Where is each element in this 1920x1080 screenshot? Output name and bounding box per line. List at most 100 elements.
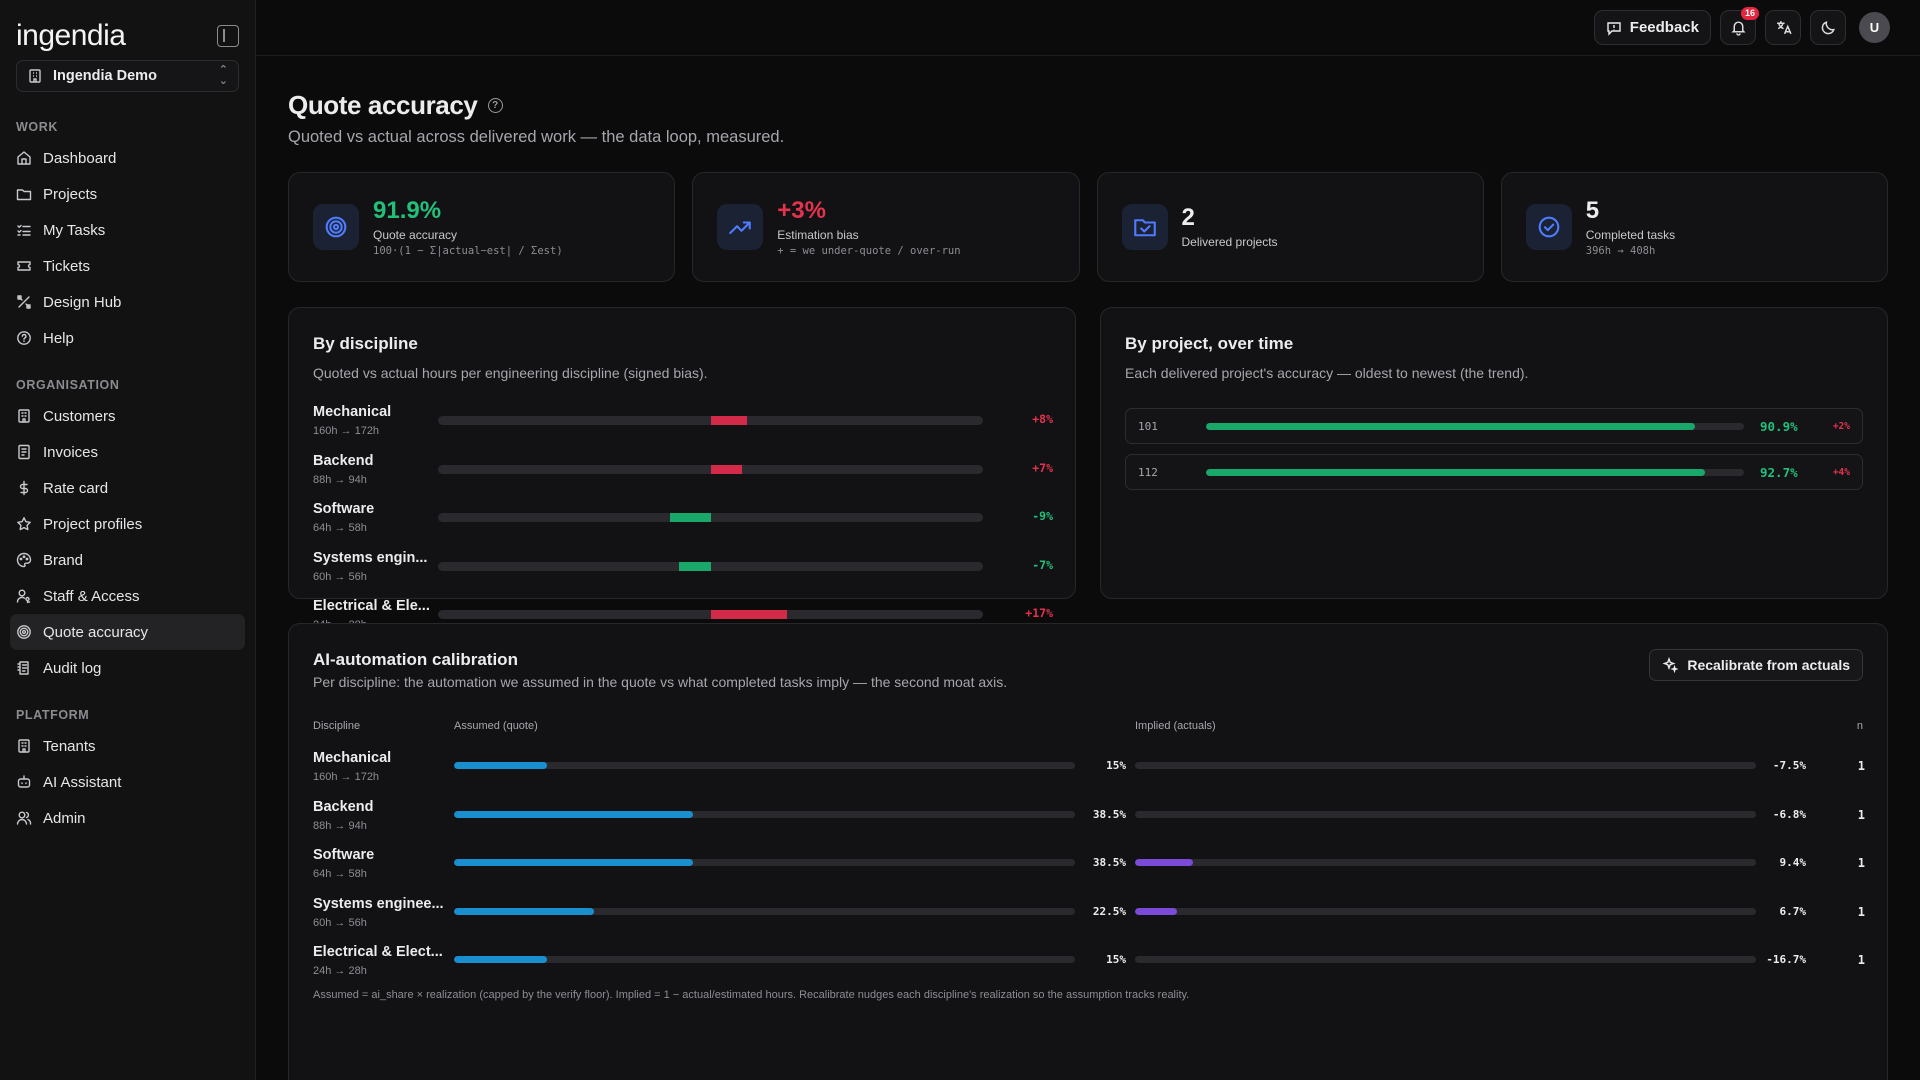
notification-count-badge: 16 [1740,7,1759,20]
calibration-row: Systems enginee... 60h → 56h 22.5% 6.7% 1 [313,896,1865,936]
sidebar-item-ai-assistant[interactable]: AI Assistant [10,764,245,800]
sidebar-item-admin[interactable]: Admin [10,800,245,836]
sidebar-item-project-profiles[interactable]: Project profiles [10,506,245,542]
calibration-card: AI-automation calibration Per discipline… [288,623,1888,1080]
sidebar-item-audit-log[interactable]: Audit log [10,650,245,686]
user-key-icon [16,588,32,604]
discipline-name: Electrical & Elect... [313,944,443,960]
accuracy-bar [1206,469,1705,476]
discipline-row: Software 64h → 58h -9% [313,501,1053,541]
sidebar-item-label: Invoices [43,443,99,461]
kpi-card-completed-tasks: 5 Completed tasks 396h → 408h [1500,172,1888,282]
sidebar-item-projects[interactable]: Projects [10,176,245,212]
project-bias: +2% [1832,421,1850,432]
bias-bar-track [438,561,983,571]
implied-value: 9.4% [1779,856,1807,869]
sidebar-item-rate-card[interactable]: Rate card [10,470,245,506]
assumed-value: 22.5% [1092,904,1126,918]
design-icon [16,294,32,310]
project-row[interactable]: 101 90.9% +2% [1125,408,1863,444]
project-bias: +4% [1832,467,1850,478]
sidebar-item-brand[interactable]: Brand [10,542,245,578]
calibration-row: Backend 88h → 94h 38.5% -6.8% 1 [313,799,1865,839]
implied-value: -16.7% [1766,953,1806,966]
sidebar-item-invoices[interactable]: Invoices [10,434,245,470]
discipline-hours: 88h → 94h [313,473,367,486]
discipline-name: Software [313,847,375,863]
feedback-button[interactable]: Feedback [1593,10,1711,45]
discipline-name: Systems enginee... [313,895,444,912]
sidebar-item-help[interactable]: Help [10,320,245,356]
accuracy-bar-track [1206,423,1744,430]
sparkles-icon [1662,657,1679,673]
page-subtitle: Quoted vs actual across delivered work —… [288,128,785,146]
sidebar-item-tickets[interactable]: Tickets [10,248,245,284]
sidebar-item-my-tasks[interactable]: My Tasks [10,212,245,248]
logo[interactable]: ingendia [16,19,126,52]
assumed-value: 38.5% [1092,856,1126,869]
moon-icon [1821,21,1835,35]
assumed-value: 15% [1106,759,1126,772]
discipline-name: Electrical & Ele... [313,598,430,614]
kpi-body: 5 Completed tasks 396h → 408h [1585,196,1676,257]
discipline-hours: 88h → 94h [313,819,367,832]
sidebar-nav: WORK Dashboard Projects My Tasks Tickets Desi… [10,120,245,836]
language-button[interactable] [1765,10,1801,45]
kpi-value: 2 [1181,204,1195,231]
discipline-hours: 64h → 58h [313,522,367,534]
feedback-label: Feedback [1629,19,1699,36]
notifications-button[interactable]: 16 [1720,7,1759,45]
bias-bar [679,561,711,571]
bot-icon [16,774,32,790]
theme-toggle-button[interactable] [1810,10,1846,45]
sidebar-item-staff-access[interactable]: Staff & Access [10,578,245,614]
kpi-row: 91.9% Quote accuracy 100·(1 − Σ|actual−est… [288,172,1888,282]
discipline-row: Mechanical 160h → 172h +8% [313,404,1053,444]
project-row[interactable]: 112 92.7% +4% [1125,454,1863,490]
kpi-sub: 396h → 408h [1585,244,1656,257]
topbar-actions: Feedback 16 U [1593,7,1890,45]
user-avatar[interactable]: U [1859,12,1890,43]
calibration-row: Software 64h → 58h 38.5% 9.4% 1 [313,847,1865,887]
column-header-n: n [1856,720,1863,732]
implied-bar-track [1135,859,1756,866]
sidebar-item-dashboard[interactable]: Dashboard [10,140,245,176]
bias-bar-track [438,464,983,474]
calibration-subtitle: Per discipline: the automation we assume… [313,674,1008,690]
sidebar-item-design-hub[interactable]: Design Hub [10,284,245,320]
kpi-label: Completed tasks [1585,227,1676,242]
project-id: 101 [1138,420,1158,433]
project-accuracy: 90.9% [1760,419,1798,434]
tenant-switcher[interactable]: Ingendia Demo ⌃ ⌄ [16,60,239,92]
sidebar-item-quote-accuracy[interactable]: Quote accuracy [10,614,245,650]
sample-count: 1 [1857,807,1865,822]
bias-value: +7% [1032,460,1053,475]
bias-bar-track [438,513,983,522]
sidebar-item-label: My Tasks [43,221,106,239]
sidebar-item-label: Admin [43,809,86,827]
assumed-bar-track [454,956,1075,963]
discipline-name: Mechanical [313,404,392,420]
implied-bar-track [1135,907,1756,915]
users-icon [16,810,32,826]
bias-bar [710,610,787,619]
sidebar-item-label: Quote accuracy [43,623,149,641]
sidebar-collapse-icon[interactable] [217,25,239,47]
sidebar-item-tenants[interactable]: Tenants [10,728,245,764]
message-icon [1607,21,1621,36]
list-checks-icon [16,222,32,238]
sidebar-item-customers[interactable]: Customers [10,398,245,434]
bias-bar [710,464,742,474]
kpi-label: Quote accuracy [373,227,458,242]
kpi-card-quote-accuracy: 91.9% Quote accuracy 100·(1 − Σ|actual−est… [288,172,676,282]
assumed-bar [454,859,694,866]
by-discipline-card: By discipline Quoted vs actual hours per… [288,307,1076,631]
calibration-title: AI-automation calibration [313,650,518,669]
sidebar-item-label: Project profiles [43,515,143,533]
calibration-footnote: Assumed = ai_share × realization (capped… [313,989,1190,1001]
help-icon[interactable]: ? [487,98,503,113]
kpi-value: 5 [1585,196,1600,224]
folder-check-icon [1121,204,1168,250]
recalibrate-button[interactable]: Recalibrate from actuals [1649,649,1863,681]
nav-section-label: WORK [16,120,58,134]
